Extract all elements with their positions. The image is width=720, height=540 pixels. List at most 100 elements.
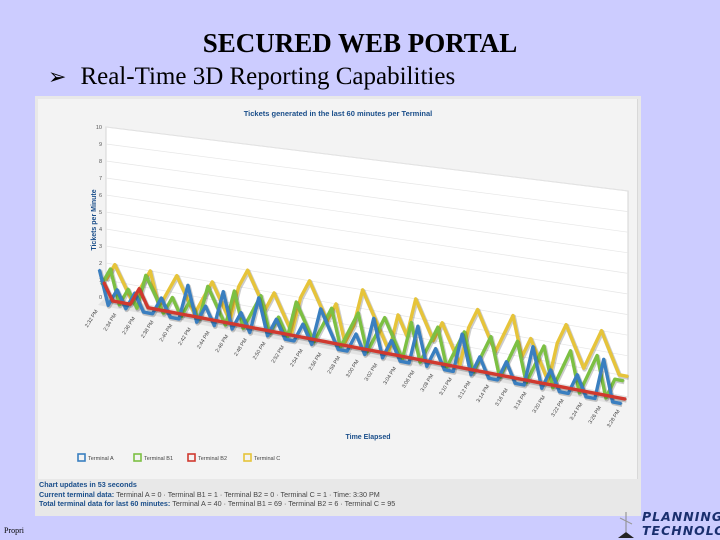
x-tick-label: 2:50 PM bbox=[252, 341, 268, 361]
data-point bbox=[571, 388, 574, 390]
footer-strip bbox=[0, 524, 640, 540]
bullet-row: ➢ Real-Time 3D Reporting Capabilities bbox=[48, 63, 455, 91]
data-point bbox=[397, 314, 399, 316]
data-point bbox=[505, 361, 508, 363]
data-point bbox=[191, 315, 194, 317]
data-point bbox=[207, 285, 209, 288]
legend-swatch bbox=[133, 453, 142, 462]
series-line-terminal-a bbox=[97, 269, 622, 406]
data-point bbox=[587, 373, 589, 376]
data-point bbox=[288, 334, 291, 336]
data-point bbox=[609, 351, 612, 354]
current-data-label: Current terminal data: bbox=[39, 489, 115, 499]
y-tick-label: 2 bbox=[99, 261, 102, 267]
data-point bbox=[310, 343, 313, 346]
data-point bbox=[211, 281, 213, 283]
data-point bbox=[426, 365, 428, 368]
legend-label: Terminal B2 bbox=[198, 456, 227, 462]
data-point bbox=[195, 321, 198, 323]
data-point bbox=[109, 268, 112, 270]
data-point bbox=[162, 312, 165, 315]
legend-label: Terminal C bbox=[254, 456, 280, 462]
data-point bbox=[574, 345, 576, 348]
footer-text: Propri bbox=[4, 526, 24, 535]
x-tick-label: 2:56 PM bbox=[308, 352, 324, 372]
x-tick-label: 2:36 PM bbox=[121, 316, 137, 336]
data-point bbox=[213, 324, 216, 327]
data-point bbox=[255, 288, 258, 291]
y-gridline bbox=[105, 177, 629, 254]
data-point bbox=[302, 323, 304, 325]
data-point bbox=[549, 369, 552, 371]
data-point bbox=[403, 356, 406, 358]
data-point bbox=[330, 307, 333, 310]
data-point bbox=[218, 320, 220, 322]
data-point bbox=[164, 310, 167, 312]
data-point bbox=[459, 364, 461, 366]
x-tick-label: 3:02 PM bbox=[364, 362, 380, 382]
data-point bbox=[304, 321, 306, 323]
x-tick-label: 2:52 PM bbox=[271, 345, 287, 365]
data-point bbox=[465, 367, 468, 370]
data-point bbox=[408, 362, 410, 364]
y-tick-label: 5 bbox=[99, 210, 102, 216]
data-point bbox=[107, 304, 109, 307]
data-point bbox=[350, 345, 353, 348]
data-point bbox=[142, 311, 145, 313]
data-point bbox=[585, 396, 587, 398]
data-point bbox=[598, 393, 601, 395]
data-point bbox=[454, 349, 457, 351]
data-point bbox=[328, 328, 331, 330]
data-point bbox=[417, 325, 419, 327]
data-point bbox=[399, 360, 402, 363]
data-point bbox=[160, 297, 163, 299]
data-point bbox=[450, 342, 452, 345]
data-point bbox=[279, 332, 282, 334]
data-point bbox=[266, 335, 269, 337]
data-point bbox=[242, 327, 244, 330]
data-point bbox=[583, 367, 585, 370]
data-point bbox=[607, 395, 609, 397]
data-point bbox=[395, 354, 397, 356]
data-point bbox=[171, 296, 174, 299]
data-point bbox=[284, 338, 286, 340]
data-point bbox=[567, 392, 570, 395]
data-point bbox=[262, 328, 264, 331]
data-point bbox=[361, 289, 364, 291]
data-point bbox=[558, 390, 561, 393]
data-point bbox=[337, 348, 340, 351]
logo-line-2: TECHNOLOGY bbox=[642, 523, 720, 538]
data-point bbox=[222, 290, 225, 293]
x-tick-label: 2:38 PM bbox=[140, 320, 156, 340]
y-tick-label: 0 bbox=[99, 295, 102, 301]
data-point bbox=[627, 375, 629, 378]
x-tick-label: 3:24 PM bbox=[569, 402, 585, 422]
data-point bbox=[423, 318, 426, 321]
data-point bbox=[359, 347, 362, 350]
data-point bbox=[523, 384, 525, 386]
data-point bbox=[333, 342, 335, 345]
data-point bbox=[611, 401, 614, 403]
data-point bbox=[251, 311, 253, 313]
data-point bbox=[111, 300, 114, 302]
data-point bbox=[625, 398, 627, 401]
data-point bbox=[226, 322, 229, 324]
data-point bbox=[419, 361, 421, 364]
x-tick-label: 3:20 PM bbox=[532, 395, 548, 415]
data-point bbox=[594, 397, 596, 400]
data-point bbox=[563, 386, 565, 389]
data-point bbox=[240, 311, 242, 314]
data-point bbox=[437, 326, 439, 328]
data-point bbox=[532, 345, 534, 348]
data-point bbox=[377, 350, 379, 353]
x-tick-label: 2:44 PM bbox=[196, 330, 212, 350]
data-point bbox=[317, 299, 320, 302]
y-tick-label: 3 bbox=[99, 244, 102, 250]
data-point bbox=[355, 333, 357, 335]
data-point bbox=[151, 313, 154, 315]
x-tick-label: 3:26 PM bbox=[588, 405, 604, 425]
data-point bbox=[483, 371, 486, 373]
data-point bbox=[445, 366, 448, 369]
data-point bbox=[215, 304, 218, 307]
data-point bbox=[167, 290, 169, 293]
